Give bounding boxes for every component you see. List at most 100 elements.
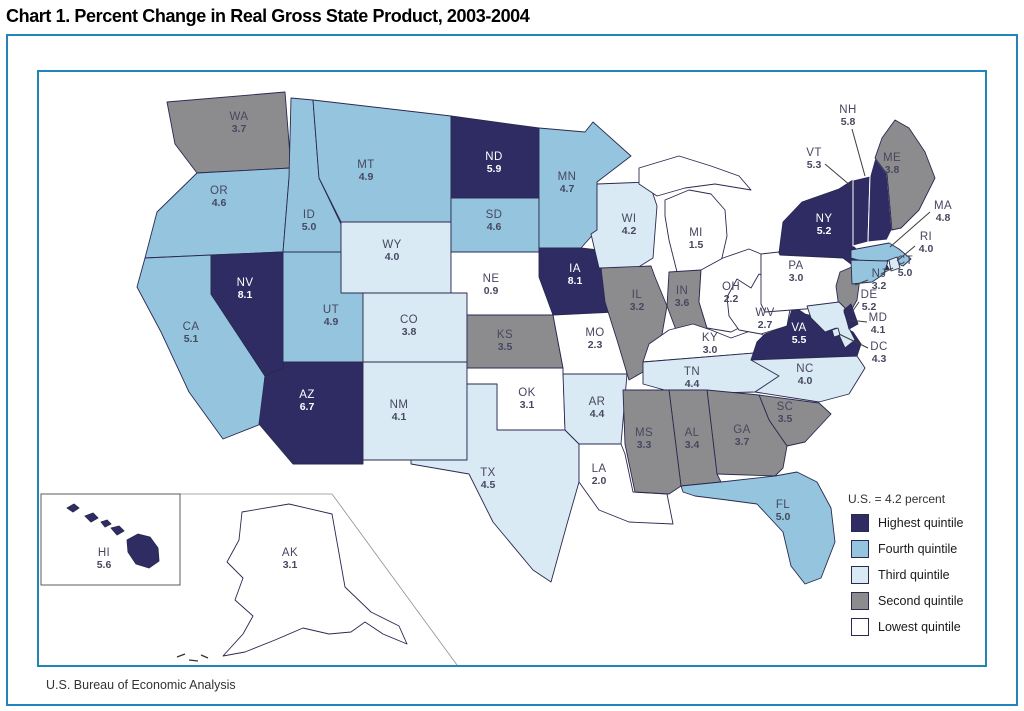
- legend-label: Highest quintile: [878, 515, 964, 530]
- map-frame: WA 3.7 OR 4.6 CA 5.1 NV 8.1 ID 5.0 MT 4.9 WY 4.0 UT 4.9…: [37, 70, 987, 667]
- second-quintile-swatch: [851, 591, 869, 610]
- state-LA: [578, 443, 674, 525]
- state-label-ME: ME 3.8: [883, 152, 901, 176]
- hawaii-inset-box: [40, 493, 181, 586]
- state-label-LA: LA 2.0: [592, 463, 607, 487]
- state-label-ID: ID 5.0: [302, 209, 317, 233]
- legend-item-third: Third quintile: [851, 565, 983, 584]
- state-AZ: [258, 361, 364, 465]
- chart-frame: WA 3.7 OR 4.6 CA 5.1 NV 8.1 ID 5.0 MT 4.9 WY 4.0 UT 4.9…: [6, 34, 1018, 706]
- state-label-MD: MD 4.1: [869, 312, 888, 336]
- state-label-KS: KS 3.5: [497, 329, 513, 353]
- state-OR: [144, 167, 292, 259]
- state-TX: [410, 383, 580, 583]
- state-label-RI: RI 4.0: [919, 231, 934, 255]
- leader-line-NH: [851, 128, 866, 177]
- state-label-VT: VT 5.3: [806, 147, 822, 171]
- state-VT: [852, 175, 871, 247]
- us-average-note: U.S. = 4.2 percent: [848, 492, 946, 506]
- leader-line-DE: [851, 301, 860, 313]
- state-KS: [466, 314, 564, 369]
- state-label-AL: AL 3.4: [685, 427, 700, 451]
- leader-line-VT: [824, 163, 852, 187]
- state-label-FL: FL 5.0: [776, 499, 791, 523]
- legend-label: Lowest quintile: [878, 619, 961, 634]
- state-label-WI: WI 4.2: [622, 213, 637, 237]
- state-label-PA: PA 3.0: [788, 260, 803, 284]
- state-label-KY: KY 3.0: [702, 332, 718, 356]
- state-ME: [874, 119, 936, 231]
- state-NC: [750, 355, 866, 403]
- legend-label: Fourth quintile: [878, 541, 958, 556]
- state-FL: [680, 471, 836, 585]
- state-labels-layer: WA 3.7 OR 4.6 CA 5.1 NV 8.1 ID 5.0 MT 4.9 WY 4.0 UT 4.9…: [97, 104, 952, 571]
- leader-line-MD: [848, 319, 868, 323]
- state-label-NV: NV 8.1: [237, 277, 254, 301]
- state-label-NE: NE 0.9: [483, 273, 500, 297]
- state-label-SC: SC 3.5: [777, 401, 794, 425]
- state-label-IA: IA 8.1: [568, 263, 583, 287]
- state-AK: [222, 503, 408, 657]
- lowest-quintile-swatch: [851, 617, 869, 636]
- legend-item-second: Second quintile: [851, 591, 983, 610]
- state-label-DC: DC 4.3: [870, 341, 887, 365]
- aleutian-islands: [176, 653, 209, 662]
- state-label-WY: WY 4.0: [382, 239, 401, 263]
- leader-line-CT: [880, 267, 894, 275]
- source-note: U.S. Bureau of Economic Analysis: [46, 678, 236, 692]
- state-label-TX: TX 4.5: [480, 467, 496, 491]
- state-label-UT: UT 4.9: [323, 304, 339, 328]
- state-DE: [843, 303, 859, 330]
- state-label-OH: OH 2.2: [722, 281, 740, 305]
- state-label-IL: IL 3.2: [630, 289, 645, 313]
- state-label-AR: AR 4.4: [589, 396, 606, 420]
- chart-title: Chart 1. Percent Change in Real Gross St…: [6, 6, 530, 26]
- state-label-GA: GA 3.7: [733, 424, 750, 448]
- state-label-NY: NY 5.2: [816, 213, 833, 237]
- state-label-MO: MO 2.3: [585, 327, 604, 351]
- state-label-AZ: AZ 6.7: [299, 389, 315, 413]
- state-MS: [622, 389, 682, 495]
- state-label-ND: ND 5.9: [485, 151, 502, 175]
- state-label-MT: MT 4.9: [357, 159, 374, 183]
- state-label-IN: IN 3.6: [675, 285, 690, 309]
- state-label-OR: OR 4.6: [210, 185, 228, 209]
- state-label-NM: NM 4.1: [390, 399, 409, 423]
- state-label-NC: NC 4.0: [796, 363, 813, 387]
- state-MD: [806, 301, 856, 349]
- state-label-SD: SD 4.6: [486, 209, 503, 233]
- leader-line-DC: [838, 333, 869, 349]
- us-choropleth-map: WA 3.7 OR 4.6 CA 5.1 NV 8.1 ID 5.0 MT 4.9 WY 4.0 UT 4.9…: [40, 91, 952, 665]
- state-label-DE: DE 5.2: [861, 289, 878, 313]
- leader-line-NJ: [854, 279, 869, 286]
- state-label-CA: CA 5.1: [183, 321, 200, 345]
- state-CT: [850, 259, 889, 285]
- legend-item-highest: Highest quintile: [851, 513, 983, 532]
- state-GA: [706, 389, 788, 477]
- state-label-TN: TN 4.4: [684, 366, 700, 390]
- state-label-MI: MI 1.5: [689, 227, 704, 251]
- legend-item-lowest: Lowest quintile: [851, 617, 983, 636]
- leader-line-RI: [896, 245, 916, 262]
- state-label-AK: AK 3.1: [282, 547, 298, 571]
- highest-quintile-swatch: [851, 513, 869, 532]
- state-label-WA: WA 3.7: [230, 111, 249, 135]
- state-label-HI: HI 5.6: [97, 547, 112, 571]
- state-VA: [750, 305, 862, 361]
- legend-item-fourth: Fourth quintile: [851, 539, 983, 558]
- leader-line-MA: [889, 211, 931, 248]
- state-label-OK: OK 3.1: [518, 387, 535, 411]
- state-NM: [362, 361, 468, 461]
- state-MT: [312, 99, 452, 223]
- state-label-VA: VA 5.5: [791, 322, 806, 346]
- state-label-NJ: NJ 3.2: [872, 268, 887, 292]
- state-WA: [166, 91, 292, 174]
- state-label-WV: WV 2.7: [755, 307, 774, 331]
- legend-label: Third quintile: [878, 567, 950, 582]
- fourth-quintile-swatch: [851, 539, 869, 558]
- alaska-inset-divider-line: [180, 493, 458, 665]
- state-label-MS: MS 3.3: [635, 427, 653, 451]
- state-DC: [831, 327, 841, 338]
- state-HI: [66, 503, 160, 569]
- state-label-MA: MA 4.8: [934, 200, 952, 224]
